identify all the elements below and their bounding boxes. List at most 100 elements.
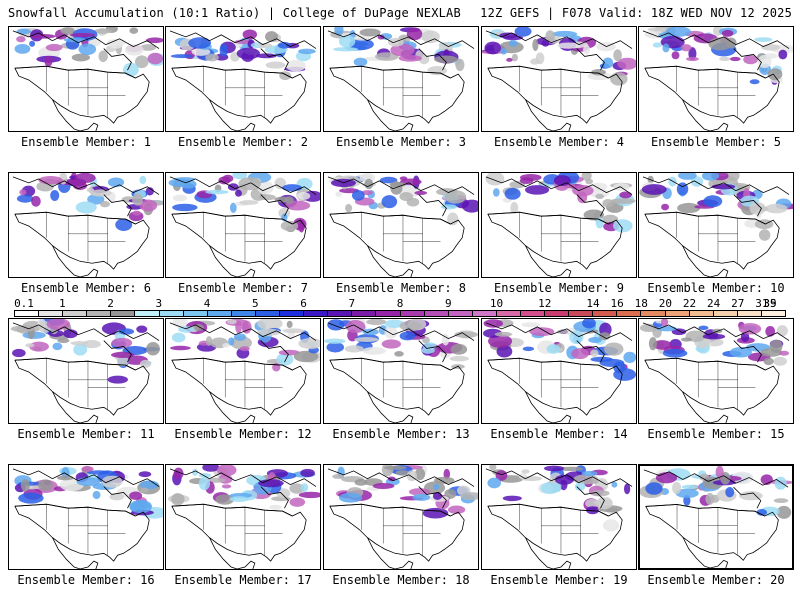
color-scale-tick-label: 24: [707, 297, 721, 310]
ensemble-member-label: Ensemble Member: 8: [335, 281, 467, 295]
arctic-coastline: [327, 322, 475, 363]
canada-border: [487, 211, 609, 225]
snowfall-field: [10, 319, 160, 384]
snowfall-field: [16, 173, 163, 231]
ensemble-map-panel: [323, 464, 479, 570]
color-scale-swatch: [641, 311, 666, 316]
ensemble-member-label: Ensemble Member: 19: [490, 573, 628, 587]
color-scale-swatch: [15, 311, 40, 316]
arctic-coastline: [12, 30, 160, 71]
color-scale-tick-label: 12: [538, 297, 552, 310]
arctic-coastline: [169, 322, 317, 363]
mexico-outline: [682, 537, 729, 568]
color-scale-tick-label: 5: [251, 297, 259, 310]
color-scale-swatch: [304, 311, 329, 316]
ensemble-map-panel: [165, 318, 321, 424]
mexico-outline: [525, 391, 572, 423]
canada-border: [329, 357, 451, 371]
arctic-coastline: [485, 176, 633, 217]
mexico-outline: [209, 99, 256, 131]
state-borders: [46, 504, 126, 556]
snowfall-field: [487, 465, 631, 532]
ensemble-member-label: Ensemble Member: 3: [335, 135, 467, 149]
color-scale-swatch: [135, 311, 160, 316]
ensemble-member-label: Ensemble Member: 9: [493, 281, 625, 295]
ensemble-member-label: Ensemble Member: 20: [647, 573, 785, 587]
mexico-outline: [682, 245, 729, 277]
ensemble-map-panel: [165, 464, 321, 570]
state-borders: [676, 358, 756, 410]
state-borders: [676, 212, 756, 264]
canada-border: [14, 211, 136, 225]
canada-border: [14, 357, 136, 371]
state-borders: [519, 66, 599, 118]
state-borders: [361, 504, 441, 556]
snowfall-field: [644, 27, 793, 85]
color-scale-swatch: [569, 311, 594, 316]
color-scale-tick-label: 20: [658, 297, 672, 310]
state-borders: [203, 212, 283, 264]
color-scale-swatch: [665, 311, 690, 316]
mexico-outline: [209, 391, 256, 423]
canada-border: [171, 357, 293, 371]
mexico-outline: [525, 99, 572, 131]
arctic-coastline: [169, 176, 317, 217]
color-scale-swatch: [376, 311, 401, 316]
color-scale-swatch: [207, 311, 232, 316]
color-scale-tick-label: 1: [58, 297, 66, 310]
ensemble-member-label: Ensemble Member: 5: [650, 135, 782, 149]
arctic-coastline: [327, 176, 475, 217]
color-scale-swatch: [87, 311, 112, 316]
canada-border: [14, 65, 136, 79]
color-scale-tick-label: 18: [634, 297, 648, 310]
color-scale-tick-label: 4: [203, 297, 211, 310]
snowfall-field: [639, 173, 793, 241]
canada-border: [171, 503, 293, 517]
ensemble-member-label: Ensemble Member: 14: [490, 427, 628, 441]
mexico-outline: [682, 99, 729, 131]
snowfall-field: [640, 466, 792, 519]
color-scale-tick-label: 8: [396, 297, 404, 310]
ensemble-map-panel: [323, 172, 479, 278]
snowfall-field: [170, 319, 320, 372]
snowfall-field: [482, 319, 636, 381]
mexico-outline: [52, 245, 99, 277]
canada-border: [329, 503, 451, 517]
ensemble-map-panel: [8, 318, 164, 424]
ensemble-member-label: Ensemble Member: 2: [177, 135, 309, 149]
color-scale-swatch: [761, 311, 785, 316]
state-borders: [519, 504, 599, 556]
ensemble-member-label: Ensemble Member: 4: [493, 135, 625, 149]
ensemble-map-panel: [481, 26, 637, 132]
color-scale-swatch: [689, 311, 714, 316]
ensemble-member-label: Ensemble Member: 1: [20, 135, 152, 149]
snowfall-field: [167, 465, 320, 510]
color-scale-swatch: [737, 311, 762, 316]
arctic-coastline: [169, 468, 317, 509]
state-borders: [676, 504, 755, 555]
canada-border: [644, 357, 766, 371]
mexico-outline: [52, 99, 99, 131]
arctic-coastline: [12, 468, 160, 509]
snowfall-field: [482, 27, 636, 86]
mexico-outline: [367, 537, 414, 569]
ensemble-member-label: Ensemble Member: 12: [174, 427, 312, 441]
arctic-coastline: [327, 30, 475, 71]
canada-border: [644, 65, 766, 79]
mexico-outline: [367, 99, 414, 131]
color-scale-tick-label: 39: [763, 297, 777, 310]
color-scale-swatch: [39, 311, 64, 316]
arctic-coastline: [642, 30, 790, 71]
mexico-outline: [367, 245, 414, 277]
ensemble-map-panel: [8, 464, 164, 570]
color-scale-tick-label: 16: [610, 297, 624, 310]
arctic-coastline: [12, 322, 160, 363]
state-borders: [361, 66, 441, 118]
color-scale-swatch: [255, 311, 281, 316]
snowfall-color-scale: [14, 310, 786, 317]
arctic-coastline: [643, 469, 789, 509]
color-scale-swatch: [713, 311, 738, 316]
canada-border: [487, 65, 609, 79]
ensemble-member-label: Ensemble Member: 17: [174, 573, 312, 587]
canada-border: [329, 65, 451, 79]
